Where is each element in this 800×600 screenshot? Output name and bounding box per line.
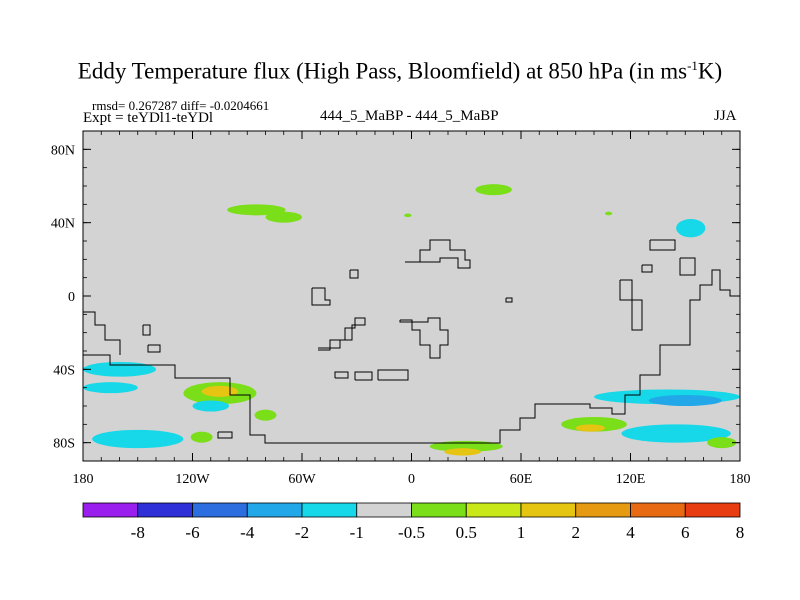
chart-title: Eddy Temperature flux (High Pass, Bloomf… xyxy=(77,58,723,84)
contour-region xyxy=(707,437,737,449)
season-label: JJA xyxy=(714,108,737,124)
colorbar-label: 1 xyxy=(517,523,526,542)
contour-region xyxy=(444,448,481,456)
contour-region xyxy=(265,211,302,223)
colorbar-swatch xyxy=(246,502,303,518)
colorbar-swatch xyxy=(82,502,139,518)
x-tick-label: 180 xyxy=(73,472,94,487)
x-tick-label: 120E xyxy=(616,472,646,487)
x-tick-label: 120W xyxy=(175,472,210,487)
colorbar-swatch xyxy=(411,502,467,518)
colorbar-label: 0.5 xyxy=(456,523,477,542)
colorbar-label: -1 xyxy=(350,523,364,542)
colorbar-label: -6 xyxy=(185,523,199,542)
colorbar-swatch xyxy=(356,502,412,518)
colorbar-label: 4 xyxy=(626,523,635,542)
colorbar-swatch xyxy=(630,502,686,518)
contour-region xyxy=(201,385,239,397)
colorbar-label: 2 xyxy=(572,523,581,542)
colorbar-label: 8 xyxy=(736,523,745,542)
x-tick-label: 60W xyxy=(288,472,316,487)
contour-region xyxy=(475,184,512,196)
y-tick-label: 80S xyxy=(53,437,75,452)
contour-region xyxy=(404,213,412,218)
colorbar-label: -2 xyxy=(295,523,309,542)
contour-region xyxy=(92,429,184,449)
stats-label: rmsd= 0.267287 diff= -0.0204661 xyxy=(92,98,270,113)
contour-region xyxy=(83,382,138,394)
contour-region xyxy=(648,395,722,406)
x-tick-label: 180 xyxy=(730,472,751,487)
contour-region xyxy=(227,204,286,216)
contour-region xyxy=(604,211,613,216)
x-tick-label: 60E xyxy=(510,472,533,487)
contour-regions xyxy=(83,184,740,456)
colorbar-swatch xyxy=(465,502,522,518)
colorbar-swatch xyxy=(684,502,741,518)
colorbar-label: -0.5 xyxy=(398,523,425,542)
experiment-label: Expt = teYDl1-teYDl xyxy=(83,110,214,126)
contour-region xyxy=(83,362,156,377)
colorbar-label: -8 xyxy=(131,523,145,542)
colorbar-swatch xyxy=(137,502,193,518)
contour-region xyxy=(192,400,229,412)
contour-region xyxy=(575,424,605,432)
y-tick-label: 0 xyxy=(68,290,75,305)
colorbar-swatch xyxy=(575,502,631,518)
contour-region xyxy=(621,424,731,443)
contour-region xyxy=(254,409,277,421)
plot-background xyxy=(83,131,740,461)
contour-region xyxy=(676,219,706,238)
x-axis: 180 120W 60W 0 60E 120E 180 xyxy=(73,131,751,487)
y-tick-label: 40S xyxy=(53,363,75,378)
contour-region xyxy=(190,431,213,443)
comparison-label: 444_5_MaBP - 444_5_MaBP xyxy=(320,108,499,124)
coastline xyxy=(83,239,740,444)
x-tick-label: 0 xyxy=(408,472,415,487)
y-tick-label: 40N xyxy=(51,217,75,232)
colorbar-label: -4 xyxy=(240,523,255,542)
y-tick-label: 80N xyxy=(51,143,75,158)
colorbar-swatch xyxy=(301,502,358,518)
colorbar: -8 -6 -4 -2 -1 -0.5 0.5 1 2 4 6 8 xyxy=(82,502,745,542)
colorbar-label: 6 xyxy=(681,523,690,542)
y-axis: 80N 40N 0 40S 80S xyxy=(51,130,740,462)
colorbar-swatch xyxy=(192,502,248,518)
colorbar-swatch xyxy=(520,502,577,518)
contour-region xyxy=(429,440,503,452)
